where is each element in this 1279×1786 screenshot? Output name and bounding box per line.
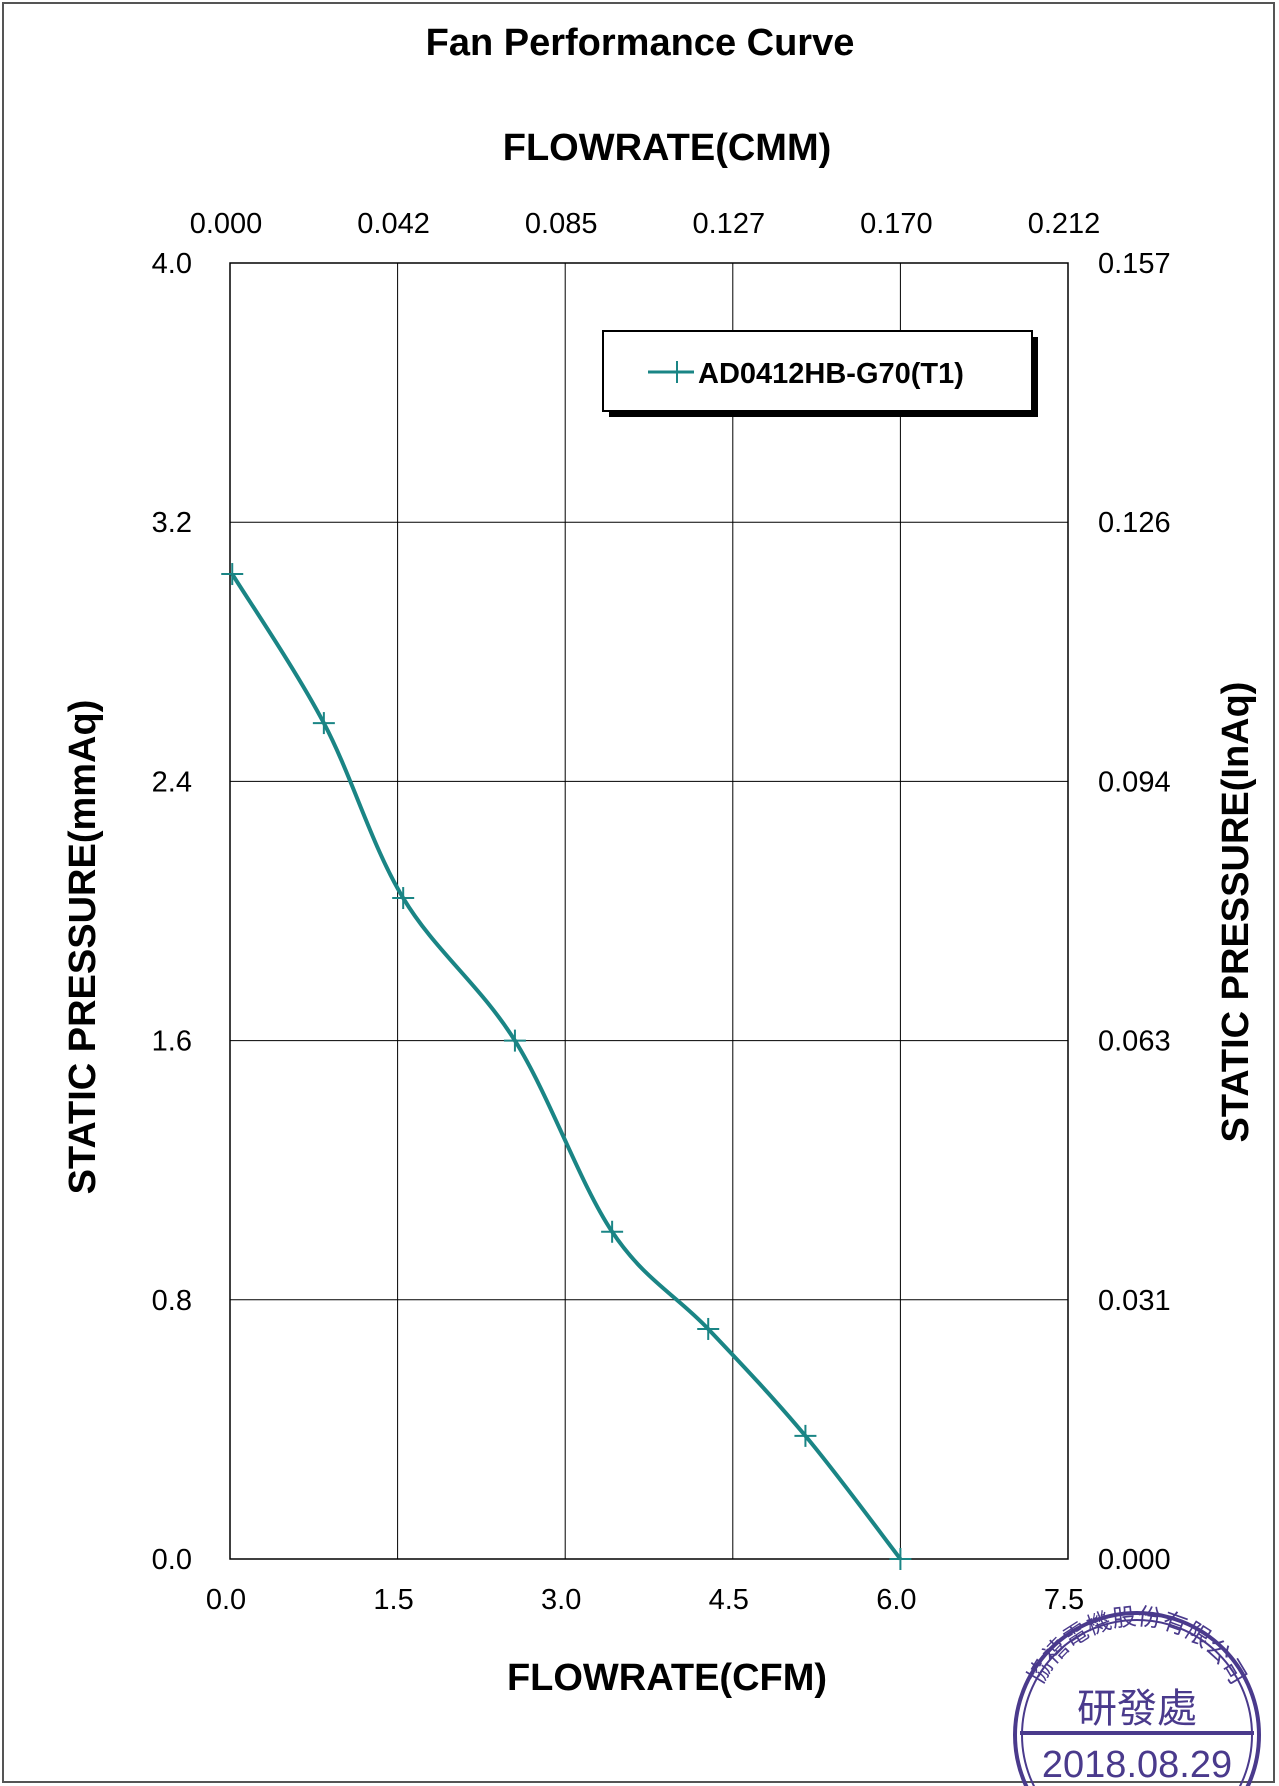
x2-tick-label: 0.127	[693, 208, 766, 240]
y-tick-label: 0.0	[152, 1544, 192, 1576]
plot-area-border	[229, 262, 1069, 1560]
seal-department: 研發處	[1077, 1686, 1197, 1732]
y-axis-label: STATIC PRESSURE(mmAq)	[62, 700, 104, 1195]
y2-tick-label: 0.000	[1098, 1544, 1171, 1576]
x-tick-label: 4.5	[709, 1584, 749, 1616]
data-point-marker	[503, 1029, 526, 1052]
legend-label: AD0412HB-G70(T1)	[698, 358, 964, 390]
x-tick-label: 7.5	[1044, 1584, 1084, 1616]
y-tick-label: 0.8	[152, 1285, 192, 1317]
chart-title: Fan Performance Curve	[426, 22, 855, 64]
data-point-marker	[794, 1424, 817, 1447]
x2-tick-label: 0.212	[1028, 208, 1101, 240]
y2-tick-label: 0.094	[1098, 766, 1171, 798]
y2-tick-label: 0.126	[1098, 507, 1171, 539]
x2-tick-label: 0.085	[525, 208, 598, 240]
y2-tick-label: 0.157	[1098, 248, 1171, 280]
y2-tick-label: 0.063	[1098, 1026, 1171, 1058]
seal-outer-ring	[1013, 1611, 1261, 1786]
legend: AD0412HB-G70(T1)	[602, 330, 1038, 417]
data-point-marker	[312, 712, 335, 735]
seal-date: 2018.08.29	[1042, 1744, 1232, 1786]
x2-tick-label: 0.042	[357, 208, 430, 240]
x-tick-label: 0.0	[206, 1584, 246, 1616]
y-tick-label: 3.2	[152, 507, 192, 539]
y-tick-label: 4.0	[152, 248, 192, 280]
x-axis-label: FLOWRATE(CFM)	[507, 1657, 827, 1699]
data-point-marker	[221, 563, 244, 586]
data-point-marker	[601, 1220, 624, 1243]
y-tick-label: 2.4	[152, 766, 192, 798]
data-point-marker	[392, 887, 415, 910]
tick-labels: 0.0 1.5 3.0 4.5 6.0 7.5 0.000 0.042 0.085 0.127 0.…	[152, 208, 1171, 1616]
series-line-0	[230, 572, 902, 1561]
company-seal-stamp: 協禧電機股份有限公司 研發處 2018.08.29	[1013, 1602, 1261, 1786]
x-tick-label: 6.0	[876, 1584, 916, 1616]
x2-axis-label: FLOWRATE(CMM)	[503, 127, 832, 169]
data-point-marker	[697, 1317, 720, 1340]
grid	[230, 263, 1068, 1559]
x-tick-label: 3.0	[541, 1584, 581, 1616]
x2-tick-label: 0.000	[190, 208, 263, 240]
y2-tick-label: 0.031	[1098, 1285, 1171, 1317]
y-tick-label: 1.6	[152, 1026, 192, 1058]
x-tick-label: 1.5	[373, 1584, 413, 1616]
x2-tick-label: 0.170	[860, 208, 933, 240]
data-point-marker	[889, 1548, 912, 1570]
series-layer	[221, 563, 912, 1570]
y2-axis-label: STATIC PRESSURE(InAq)	[1215, 682, 1257, 1143]
